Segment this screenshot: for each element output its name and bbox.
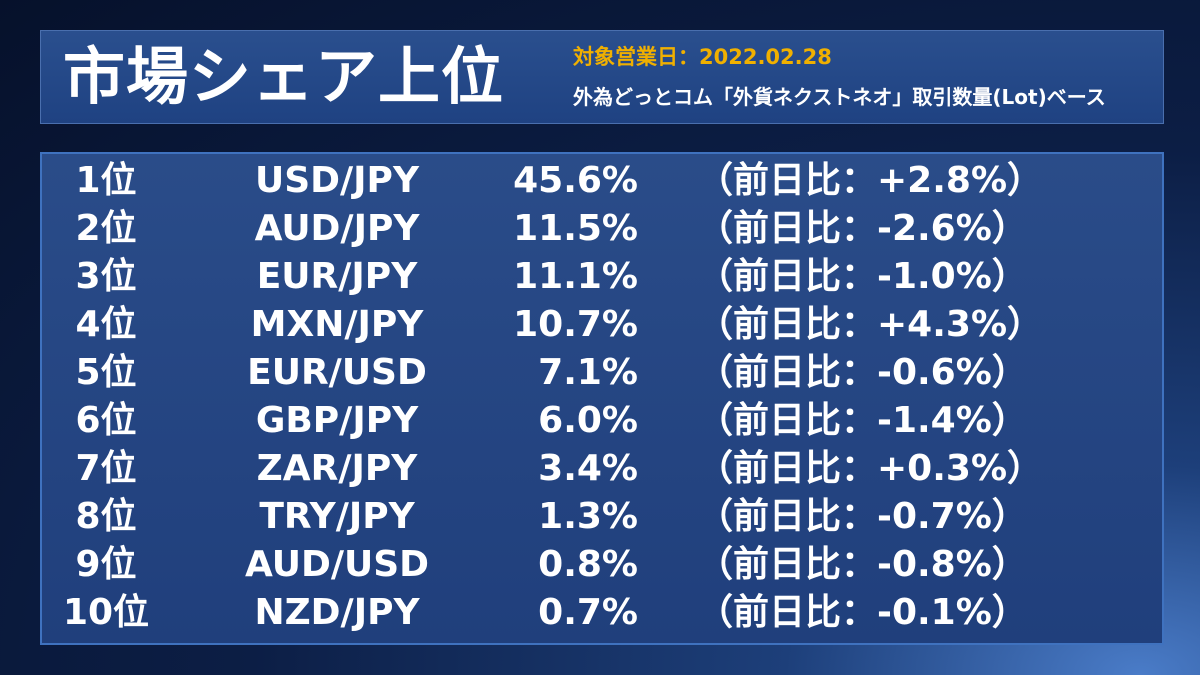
day-over-day-change: （前日比：-0.6%） (697, 352, 1028, 393)
rank-label: 5位 (75, 352, 137, 393)
rank-label: 4位 (75, 304, 137, 345)
day-over-day-change: （前日比：-2.6%） (697, 208, 1028, 249)
market-share: 10.7% (513, 304, 638, 345)
table-row: 1位 USD/JPY 45.6% （前日比：+2.8%） (42, 157, 1162, 205)
currency-pair: EUR/USD (247, 352, 427, 393)
currency-pair: AUD/JPY (254, 208, 420, 249)
ranking-table: 1位 USD/JPY 45.6% （前日比：+2.8%） 2位 AUD/JPY … (40, 152, 1164, 645)
day-over-day-change: （前日比：-0.1%） (697, 592, 1028, 633)
table-row: 7位 ZAR/JPY 3.4% （前日比：+0.3%） (42, 445, 1162, 493)
table-row: 5位 EUR/USD 7.1% （前日比：-0.6%） (42, 349, 1162, 397)
rank-label: 10位 (62, 592, 150, 633)
rank-label: 3位 (75, 256, 137, 297)
currency-pair: MXN/JPY (250, 304, 424, 345)
market-share: 1.3% (538, 496, 638, 537)
page-title: 市場シェア上位 (63, 40, 505, 113)
market-share: 11.5% (513, 208, 638, 249)
day-over-day-change: （前日比：+2.8%） (697, 160, 1044, 201)
rank-label: 6位 (75, 400, 137, 441)
market-share: 0.7% (538, 592, 638, 633)
table-row: 6位 GBP/JPY 6.0% （前日比：-1.4%） (42, 397, 1162, 445)
rank-label: 8位 (75, 496, 137, 537)
currency-pair: USD/JPY (254, 160, 420, 201)
day-over-day-change: （前日比：+4.3%） (697, 304, 1044, 345)
market-share: 6.0% (538, 400, 638, 441)
day-over-day-change: （前日比：-0.7%） (697, 496, 1028, 537)
rank-label: 7位 (75, 448, 137, 489)
market-share: 11.1% (513, 256, 638, 297)
currency-pair: EUR/JPY (256, 256, 418, 297)
rank-label: 2位 (75, 208, 137, 249)
table-row: 3位 EUR/JPY 11.1% （前日比：-1.0%） (42, 253, 1162, 301)
currency-pair: TRY/JPY (259, 496, 415, 537)
currency-pair: NZD/JPY (254, 592, 420, 633)
data-source-subtitle: 外為どっとコム「外貨ネクストネオ」取引数量(Lot)ベース (573, 85, 1106, 109)
business-date: 対象営業日：2022.02.28 (573, 45, 832, 69)
market-share: 45.6% (513, 160, 638, 201)
table-row: 4位 MXN/JPY 10.7% （前日比：+4.3%） (42, 301, 1162, 349)
header-banner: 市場シェア上位 対象営業日：2022.02.28 外為どっとコム「外貨ネクストネ… (40, 30, 1164, 124)
market-share: 7.1% (538, 352, 638, 393)
currency-pair: GBP/JPY (255, 400, 419, 441)
table-row: 9位 AUD/USD 0.8% （前日比：-0.8%） (42, 541, 1162, 589)
market-share: 0.8% (538, 544, 638, 585)
table-row: 10位 NZD/JPY 0.7% （前日比：-0.1%） (42, 589, 1162, 637)
day-over-day-change: （前日比：-1.0%） (697, 256, 1028, 297)
rank-label: 9位 (75, 544, 137, 585)
currency-pair: ZAR/JPY (256, 448, 418, 489)
currency-pair: AUD/USD (244, 544, 430, 585)
day-over-day-change: （前日比：-1.4%） (697, 400, 1028, 441)
market-share: 3.4% (538, 448, 638, 489)
rank-label: 1位 (75, 160, 137, 201)
table-row: 8位 TRY/JPY 1.3% （前日比：-0.7%） (42, 493, 1162, 541)
day-over-day-change: （前日比：-0.8%） (697, 544, 1028, 585)
day-over-day-change: （前日比：+0.3%） (697, 448, 1044, 489)
table-row: 2位 AUD/JPY 11.5% （前日比：-2.6%） (42, 205, 1162, 253)
